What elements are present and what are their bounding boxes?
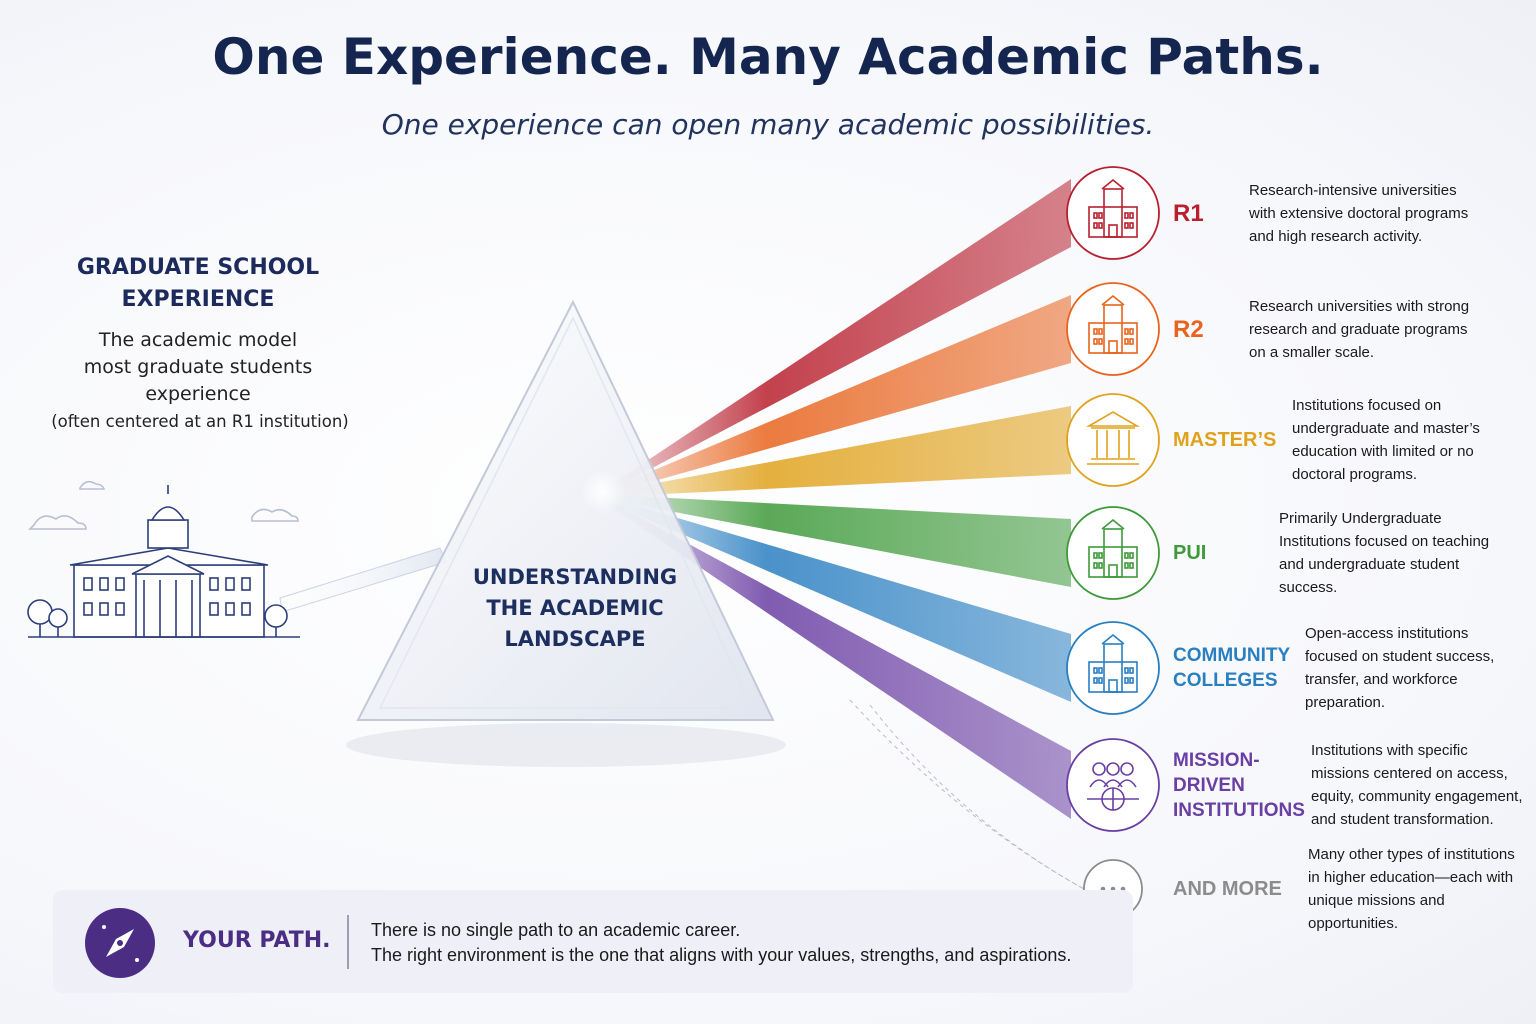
path-label: R2	[1173, 315, 1204, 343]
source-text: The academic model most graduate student…	[83, 329, 313, 405]
footer-panel	[53, 890, 1133, 993]
path-label: AND MORE	[1173, 877, 1282, 900]
path-description: Research-intensive universities with ext…	[1249, 181, 1469, 245]
path-label: PUI	[1173, 541, 1207, 564]
path-description: Open-access institutions focused on stud…	[1305, 625, 1495, 711]
subtitle: One experience can open many academic po…	[381, 108, 1155, 141]
path-icon	[1088, 633, 1138, 693]
path-icon-circle	[1066, 166, 1160, 260]
title: One Experience. Many Academic Paths.	[212, 28, 1324, 86]
path-description: Institutions with specific missions cent…	[1311, 742, 1523, 828]
path-description: Many other types of institutions in high…	[1308, 846, 1515, 932]
compass-icon	[85, 908, 155, 978]
source-heading: GRADUATE SCHOOL EXPERIENCE	[76, 255, 320, 312]
path-icon	[1088, 518, 1138, 578]
beam	[603, 494, 1071, 587]
path-description: Primarily Undergraduate Institutions foc…	[1279, 510, 1490, 596]
path-description: Institutions focused on undergraduate an…	[1292, 397, 1480, 483]
path-icon-circle	[1066, 621, 1160, 715]
footer-heading: YOUR PATH.	[183, 928, 331, 953]
footer-line: There is no single path to an academic c…	[371, 920, 741, 940]
path-icon	[1088, 294, 1138, 354]
path-icon-circle	[1066, 506, 1160, 600]
prism-inner	[378, 316, 754, 709]
beam	[603, 295, 1071, 496]
beam	[603, 496, 1071, 702]
source-note: (often centered at an R1 institution)	[51, 412, 349, 431]
university-building	[27, 480, 300, 638]
prism-shadow	[346, 723, 786, 767]
path-icon-circle	[1066, 738, 1160, 832]
prism-label: UNDERSTANDING THE ACADEMIC LANDSCAPE	[472, 565, 678, 651]
path-icon	[1086, 411, 1140, 465]
prism-glow	[581, 470, 625, 514]
beam	[603, 497, 1071, 819]
path-label: COMMUNITY COLLEGES	[1173, 645, 1290, 691]
path-icon	[1087, 762, 1139, 811]
footer-divider	[347, 915, 349, 969]
dashed-beam	[869, 704, 1085, 890]
path-label: R1	[1173, 199, 1204, 227]
beams	[603, 179, 1085, 890]
beam	[603, 179, 1071, 494]
dashed-beam	[849, 699, 1085, 890]
path-icon-circle	[1066, 393, 1160, 487]
path-description: Research universities with strong resear…	[1249, 297, 1470, 361]
path-icon	[1088, 178, 1138, 238]
footer-line: The right environment is the one that al…	[371, 945, 1072, 965]
beam	[603, 406, 1071, 497]
prism	[356, 299, 775, 721]
path-label: MISSION-DRIVEN INSTITUTIONS	[1173, 749, 1305, 821]
path-icon-circle	[1066, 282, 1160, 376]
path-label: MASTER’S	[1173, 428, 1277, 451]
